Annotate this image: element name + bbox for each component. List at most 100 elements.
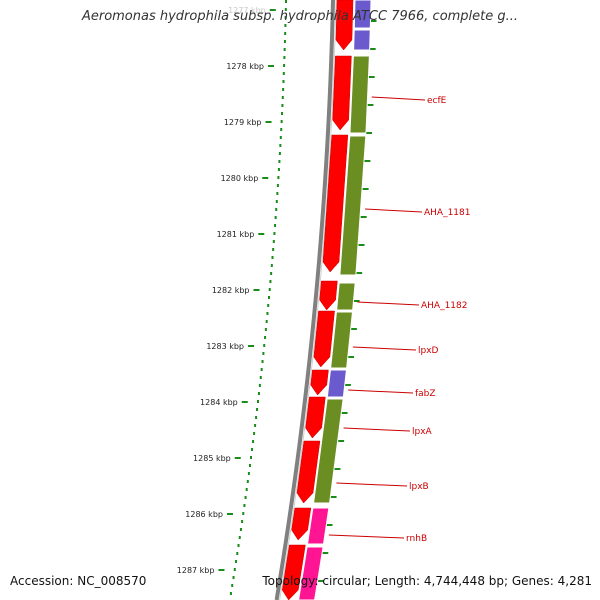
ruler-dot xyxy=(264,336,267,339)
ruler-tick xyxy=(218,569,225,571)
category-block xyxy=(298,546,324,600)
ruler-dot xyxy=(268,288,271,291)
ruler-tick xyxy=(226,513,233,515)
category-block xyxy=(306,507,330,545)
ruler-tick-label: 1280 kbp xyxy=(221,174,259,183)
ruler-dot xyxy=(277,168,280,171)
ruler-dot xyxy=(274,216,277,219)
ruler-dot xyxy=(261,360,264,363)
gene-label: rnhB xyxy=(406,534,427,544)
ruler-dot xyxy=(285,0,287,3)
ruler-dot xyxy=(251,448,254,451)
cds-arrow xyxy=(322,134,349,273)
map-title: Aeromonas hydrophila subsp. hydrophila A… xyxy=(81,9,519,24)
ruler-dot xyxy=(247,472,250,475)
ruler-tick-label: 1281 kbp xyxy=(217,230,255,239)
category-block xyxy=(313,398,344,504)
ruler-dot xyxy=(272,248,275,251)
cds-track xyxy=(281,0,354,600)
minor-tick xyxy=(347,356,354,358)
cds-arrow xyxy=(291,507,312,541)
ruler-tick-label: 1286 kbp xyxy=(185,510,223,519)
ruler-tick xyxy=(234,457,241,459)
category-block xyxy=(349,55,370,134)
ruler-dot xyxy=(267,296,270,299)
minor-tick xyxy=(341,412,348,414)
gene-label: lpxB xyxy=(409,482,429,492)
ruler-dot xyxy=(263,344,266,347)
gene-label: lpxD xyxy=(418,346,439,356)
ruler-dot xyxy=(278,160,281,163)
ruler-dot xyxy=(284,24,287,27)
cds-arrow xyxy=(319,280,338,311)
ruler-dot xyxy=(256,408,259,411)
ruler-dot xyxy=(257,392,260,395)
ruler-dot xyxy=(283,48,286,51)
ruler-dot xyxy=(233,568,236,571)
minor-tick xyxy=(338,440,345,442)
gene-leader-line xyxy=(336,482,408,487)
ruler-tick xyxy=(262,177,269,179)
ruler-dot xyxy=(266,312,269,315)
minor-tick xyxy=(369,48,376,50)
minor-tick xyxy=(344,384,351,386)
ruler-dot xyxy=(270,264,273,267)
gene-leader-line xyxy=(343,427,411,432)
ruler-dot xyxy=(269,280,272,283)
cds-arrow xyxy=(310,369,329,396)
ruler-dot xyxy=(283,40,286,43)
ruler-dot xyxy=(260,368,263,371)
ruler-dot xyxy=(229,592,232,595)
ruler-tick xyxy=(253,289,260,291)
ruler-dot xyxy=(284,32,287,35)
cds-arrow xyxy=(332,55,352,131)
minor-tick xyxy=(334,468,341,470)
ruler-dot xyxy=(237,544,240,547)
ruler-dot xyxy=(258,384,261,387)
ruler-dot xyxy=(282,72,285,75)
ruler-dot xyxy=(265,320,268,323)
minor-tick xyxy=(356,272,363,274)
category-block xyxy=(339,135,367,276)
category-block xyxy=(326,369,347,398)
ruler-tick-label: 1284 kbp xyxy=(200,398,238,407)
ruler-dot xyxy=(235,560,238,563)
ruler-tick xyxy=(265,121,272,123)
ruler-dot xyxy=(280,128,283,131)
ruler-dot xyxy=(245,488,248,491)
ruler-tick-label: 1279 kbp xyxy=(224,118,262,127)
ruler-dot xyxy=(272,240,275,243)
ruler-tick xyxy=(258,233,265,235)
ruler-dot xyxy=(259,376,262,379)
minor-tick xyxy=(326,524,333,526)
backbone-line xyxy=(274,0,335,600)
ruler-dot xyxy=(257,400,259,403)
ruler-dot xyxy=(244,496,247,499)
ruler-dot xyxy=(236,552,239,555)
cds-arrow xyxy=(281,544,306,600)
minor-tick xyxy=(358,244,365,246)
ruler-dot xyxy=(250,456,253,459)
cds-arrow xyxy=(335,0,354,51)
backbone xyxy=(274,0,337,600)
minor-tick xyxy=(353,300,360,302)
ruler-dot xyxy=(238,536,241,539)
cds-arrow xyxy=(313,310,335,368)
ruler-dot xyxy=(274,224,277,227)
ruler-tick-label: 1285 kbp xyxy=(193,454,231,463)
ruler-tick-label: 1282 kbp xyxy=(212,286,250,295)
ruler-dot xyxy=(264,328,267,331)
ruler-dot xyxy=(241,520,244,523)
ruler-dot xyxy=(283,56,286,59)
minor-tick xyxy=(364,160,371,162)
gene-leader-line xyxy=(352,346,417,351)
minor-tick xyxy=(367,104,374,106)
ruler-dot xyxy=(262,352,265,355)
gene-labels: ecfE AHA_1181 AHA_1182 lpxD fabZ lpxA lpxB rnhB xyxy=(328,96,471,544)
ruler-dot xyxy=(282,88,285,91)
category-block xyxy=(353,29,371,51)
category-block xyxy=(353,0,372,29)
ruler-dot xyxy=(281,104,284,107)
ruler-tick-label: 1283 kbp xyxy=(206,342,244,351)
